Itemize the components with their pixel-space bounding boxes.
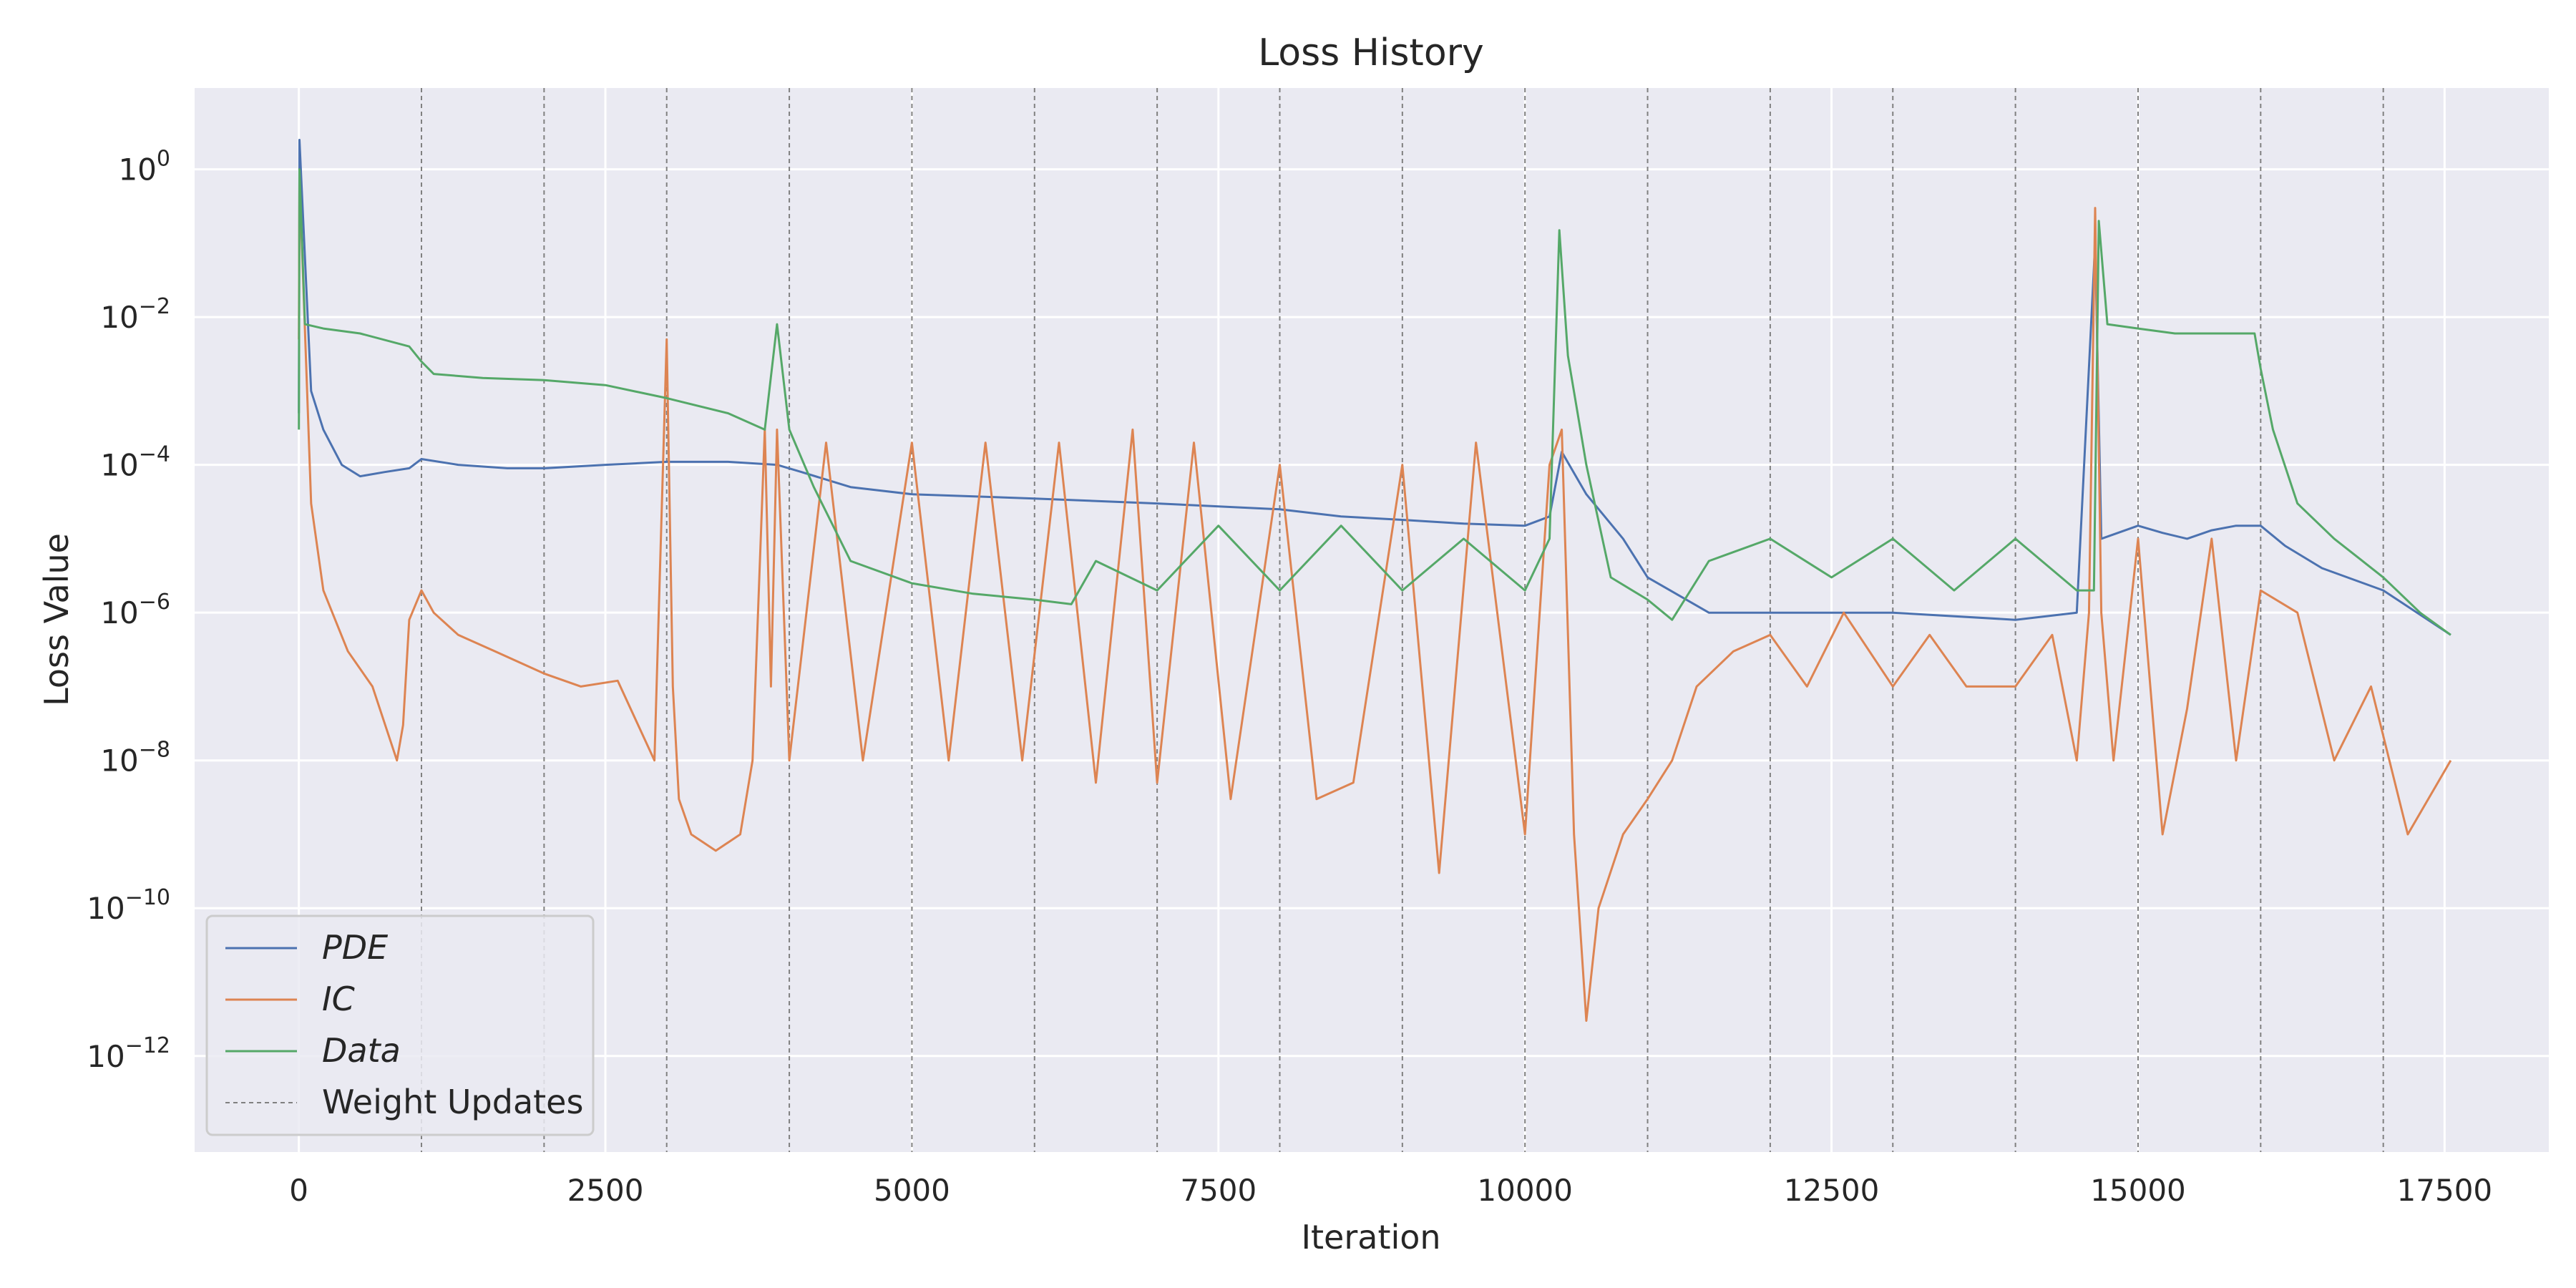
chart-title: Loss History [1258, 31, 1484, 74]
series-line-ic [298, 175, 2452, 1022]
y-tick-label: 10−12 [87, 1033, 170, 1074]
x-tick-label: 5000 [874, 1173, 950, 1208]
x-tick-label: 2500 [567, 1173, 644, 1208]
y-tick-label: 10−6 [100, 590, 170, 630]
x-tick-label: 15000 [2090, 1173, 2186, 1208]
legend-pde-label: PDE [322, 928, 388, 967]
weight-update-lines [421, 88, 2384, 1152]
x-tick-labels: 0 2500 5000 7500 10000 12500 15000 17500 [289, 1173, 2492, 1208]
legend: PDE IC Data Weight Updates [205, 914, 595, 1136]
y-tick-label: 10−8 [100, 738, 170, 779]
x-tick-label: 17500 [2397, 1173, 2493, 1208]
y-tick-label: 10−2 [100, 294, 170, 335]
y-tick-label: 10−4 [100, 442, 170, 483]
y-tick-label: 10−10 [87, 885, 170, 926]
x-tick-label: 0 [289, 1173, 308, 1208]
series-line-data [298, 168, 2451, 636]
y-tick-label: 100 [118, 147, 170, 187]
legend-weight-updates-label: Weight Updates [322, 1083, 583, 1121]
legend-ic-label: IC [322, 980, 355, 1018]
y-axis-label: Loss Value [37, 533, 76, 706]
x-tick-label: 10000 [1477, 1173, 1573, 1208]
y-tick-labels: 100 10−2 10−4 10−6 10−8 10−10 10−12 [87, 147, 170, 1074]
legend-data-label: Data [322, 1031, 401, 1070]
x-axis-label: Iteration [1301, 1218, 1440, 1257]
legend-box [205, 914, 595, 1136]
series-line-pde [298, 139, 2451, 636]
series-lines [298, 139, 2452, 1022]
x-tick-label: 12500 [1784, 1173, 1880, 1208]
x-tick-label: 7500 [1180, 1173, 1257, 1208]
